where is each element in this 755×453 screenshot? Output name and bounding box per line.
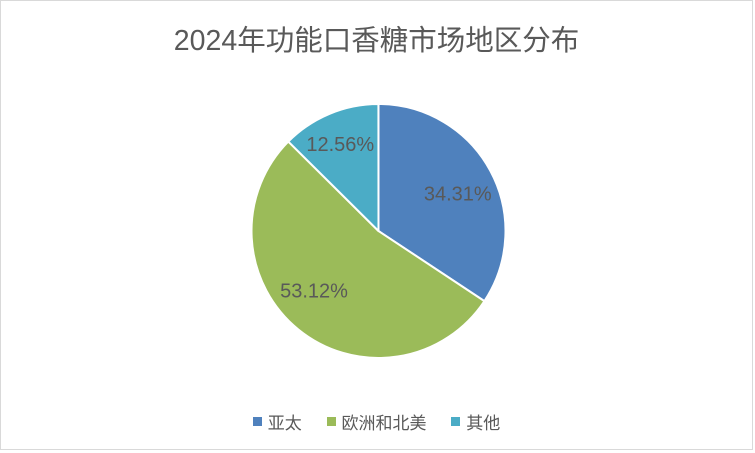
svg-text:12.56%: 12.56% (306, 134, 374, 156)
svg-text:34.31%: 34.31% (424, 184, 492, 206)
svg-text:53.12%: 53.12% (280, 280, 348, 302)
